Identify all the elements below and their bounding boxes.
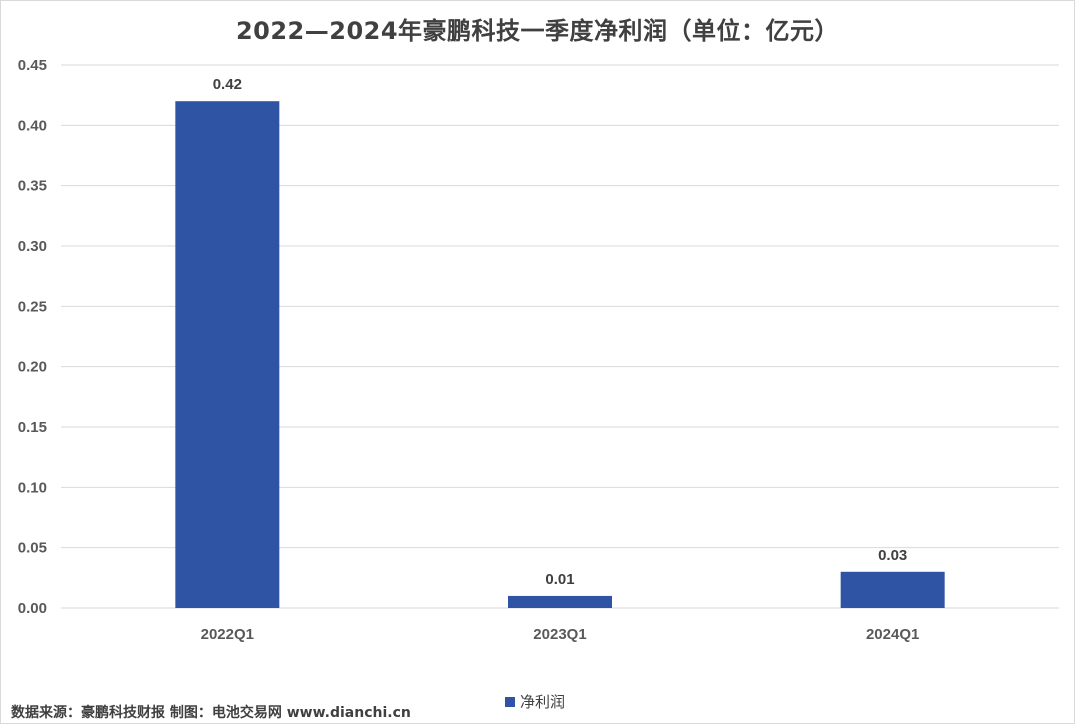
legend: 净利润 <box>505 691 565 712</box>
y-tick-label: 0.00 <box>18 600 47 617</box>
y-tick-label: 0.35 <box>18 178 47 195</box>
x-tick-label: 2022Q1 <box>201 626 254 643</box>
bar <box>840 571 945 608</box>
y-tick-label: 0.15 <box>18 419 47 436</box>
y-tick-label: 0.45 <box>18 57 47 74</box>
legend-label: 净利润 <box>520 693 566 711</box>
y-tick-label: 0.20 <box>18 359 47 376</box>
legend-swatch <box>505 696 515 707</box>
bar <box>175 101 280 608</box>
x-tick-label: 2024Q1 <box>866 626 919 643</box>
x-tick-label: 2023Q1 <box>533 626 586 643</box>
chart-title: 2022—2024年豪鹏科技一季度净利润（单位：亿元） <box>235 17 840 45</box>
data-label: 0.03 <box>878 547 907 564</box>
bar <box>508 595 612 608</box>
y-tick-label: 0.40 <box>18 117 47 134</box>
y-tick-label: 0.25 <box>18 298 47 315</box>
y-tick-label: 0.10 <box>18 479 47 496</box>
data-label: 0.01 <box>545 571 574 588</box>
source-note: 数据来源：豪鹏科技财报 制图：电池交易网 www.dianchi.cn <box>11 705 411 721</box>
y-tick-label: 0.05 <box>18 540 47 557</box>
y-tick-label: 0.30 <box>18 238 47 255</box>
data-label: 0.42 <box>213 76 242 93</box>
